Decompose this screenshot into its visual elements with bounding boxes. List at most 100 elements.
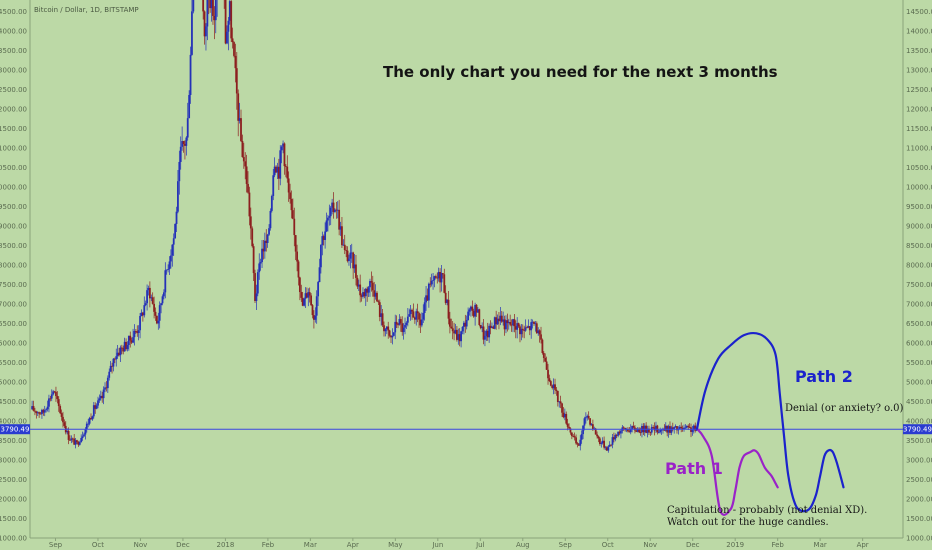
candle-body bbox=[106, 377, 109, 389]
candle-body bbox=[527, 326, 530, 328]
candle-body bbox=[535, 323, 538, 334]
candle-body bbox=[178, 161, 181, 182]
candle-body bbox=[336, 209, 339, 211]
candle-body bbox=[453, 331, 455, 334]
candle-body bbox=[537, 330, 540, 334]
candle-body bbox=[563, 413, 566, 418]
candle-body bbox=[39, 413, 42, 415]
candle-body bbox=[670, 427, 673, 433]
candle-body bbox=[301, 297, 304, 306]
candle-body bbox=[680, 426, 683, 428]
candle-body bbox=[34, 410, 36, 412]
candle-body bbox=[534, 323, 537, 325]
y-tick-label-right: 11000.00 bbox=[906, 145, 932, 153]
candle-body bbox=[622, 427, 625, 429]
candle-body bbox=[596, 434, 598, 437]
candle-body bbox=[683, 427, 685, 430]
candle-body bbox=[584, 417, 587, 419]
candle-body bbox=[575, 437, 577, 444]
candle-body bbox=[153, 303, 155, 312]
candle-body bbox=[238, 118, 241, 121]
candle-body bbox=[443, 274, 446, 293]
y-tick-label-right: 5000.00 bbox=[906, 379, 932, 387]
candle-body bbox=[454, 329, 457, 334]
candle-body bbox=[408, 314, 411, 317]
candle-body bbox=[489, 325, 492, 329]
candle-body bbox=[488, 325, 491, 338]
candle-body bbox=[436, 277, 439, 279]
candle-body bbox=[234, 55, 237, 69]
candle-body bbox=[269, 210, 272, 229]
candle-body bbox=[380, 313, 383, 317]
candle-body bbox=[262, 248, 265, 252]
x-tick-label: Jul bbox=[475, 541, 485, 549]
candle-body bbox=[673, 427, 676, 430]
candle-body bbox=[639, 432, 642, 433]
candle-body bbox=[228, 1, 231, 21]
price-badge-left bbox=[0, 424, 30, 435]
candle-body bbox=[600, 443, 603, 444]
candle-body bbox=[184, 143, 186, 146]
candle-body bbox=[308, 292, 311, 296]
x-tick-label: Apr bbox=[857, 541, 869, 549]
candle-body bbox=[481, 326, 484, 329]
x-tick-label: Sep bbox=[559, 541, 573, 549]
candle-body bbox=[73, 438, 76, 445]
candle-body bbox=[610, 444, 613, 446]
candle-body bbox=[296, 251, 298, 262]
candle-body bbox=[125, 341, 127, 350]
candle-body bbox=[510, 324, 513, 326]
candle-body bbox=[205, 26, 207, 37]
y-tick-label-left: 13000.00 bbox=[0, 67, 27, 75]
candle-body bbox=[533, 321, 535, 324]
y-tick-label-right: 8000.00 bbox=[906, 262, 932, 270]
candle-body bbox=[71, 438, 74, 440]
candle-body bbox=[315, 296, 318, 316]
y-tick-label-right: 4000.00 bbox=[906, 418, 932, 426]
candle-body bbox=[318, 267, 321, 283]
candle-body bbox=[465, 320, 468, 327]
candle-body bbox=[632, 425, 635, 428]
y-tick-label-left: 7000.00 bbox=[0, 301, 27, 309]
candle-body bbox=[321, 236, 324, 245]
y-tick-label-left: 1000.00 bbox=[0, 535, 27, 543]
x-tick-label: Oct bbox=[92, 541, 104, 549]
path1-curve bbox=[695, 427, 779, 516]
candle-body bbox=[77, 442, 80, 445]
candle-body bbox=[113, 358, 116, 360]
candle-body bbox=[206, 0, 209, 27]
candle-body bbox=[367, 287, 370, 293]
candle-body bbox=[155, 315, 158, 324]
candle-body bbox=[366, 288, 369, 293]
y-tick-label-left: 7500.00 bbox=[0, 281, 27, 289]
candle-body bbox=[597, 436, 600, 439]
chart-headline: The only chart you need for the next 3 m… bbox=[383, 63, 778, 81]
y-tick-label-right: 3000.00 bbox=[906, 457, 932, 465]
candle-body bbox=[97, 400, 99, 406]
candle-body bbox=[418, 313, 420, 320]
candle-body bbox=[101, 395, 104, 399]
y-tick-label-right: 13000.00 bbox=[906, 67, 932, 75]
candle-body bbox=[457, 334, 460, 340]
candle-body bbox=[245, 166, 248, 184]
candle-body bbox=[401, 323, 404, 333]
candle-body bbox=[377, 301, 380, 303]
candle-body bbox=[495, 317, 498, 325]
candle-body bbox=[362, 292, 364, 297]
candle-body bbox=[521, 328, 524, 331]
candle-body bbox=[350, 252, 353, 254]
candle-body bbox=[524, 327, 527, 331]
candle-body bbox=[613, 437, 615, 440]
candle-body bbox=[334, 209, 336, 212]
candle-body bbox=[374, 292, 377, 297]
candle-body bbox=[140, 312, 143, 316]
candle-body bbox=[90, 418, 92, 420]
candle-body bbox=[500, 315, 503, 322]
candle-body bbox=[76, 440, 78, 443]
capitulation-annotation-line2: Watch out for the huge candles. bbox=[667, 517, 829, 528]
candle-body bbox=[213, 15, 216, 21]
y-tick-label-left: 4500.00 bbox=[0, 398, 27, 406]
candle-body bbox=[328, 216, 331, 218]
candle-body bbox=[470, 306, 472, 310]
y-tick-label-left: 6000.00 bbox=[0, 340, 27, 348]
